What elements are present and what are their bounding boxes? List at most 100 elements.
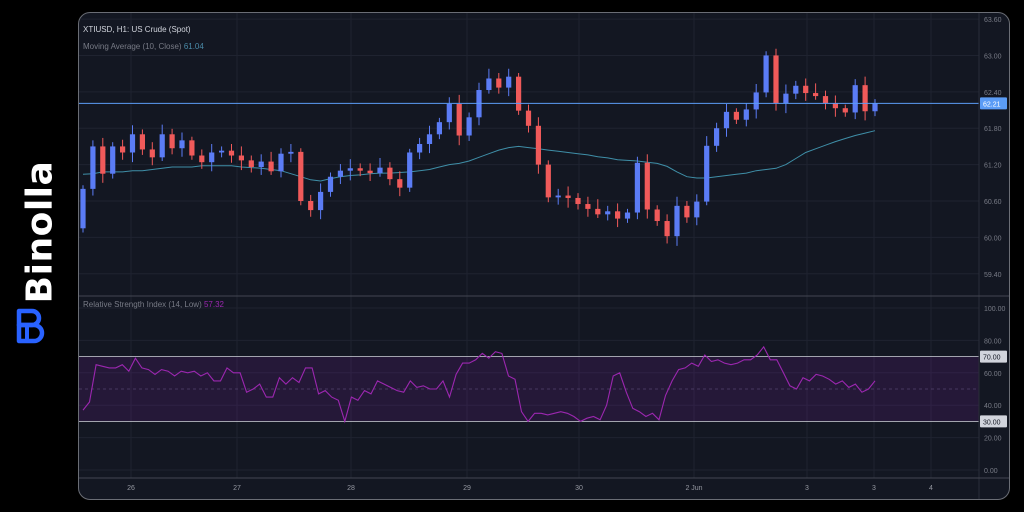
price-axis-tick: 63.00: [984, 53, 1002, 60]
candle-body: [417, 143, 423, 153]
candle-body: [120, 146, 126, 153]
rsi-band-label: 70.00: [980, 350, 1007, 363]
candle-body: [872, 103, 878, 112]
candle-body: [298, 151, 304, 201]
candle: [298, 148, 304, 206]
price-axis-tick: 59.40: [984, 272, 1002, 279]
time-axis-tick: 28: [347, 485, 355, 492]
candle-body: [773, 55, 779, 104]
candle: [723, 103, 730, 137]
candle-body: [169, 134, 175, 149]
candle: [120, 139, 126, 160]
candle-body: [377, 167, 383, 174]
rsi-series: [82, 345, 876, 424]
candle-body: [694, 201, 700, 218]
candle-body: [426, 134, 433, 144]
candle-body: [714, 128, 720, 146]
candle-body: [486, 78, 492, 91]
grid: [79, 13, 979, 478]
time-axis-tick: 27: [233, 485, 241, 492]
candle-body: [803, 85, 809, 94]
candle: [516, 73, 522, 115]
candle: [189, 136, 195, 160]
candle-body: [753, 92, 759, 110]
rsi-band-label-bg: [980, 415, 1007, 428]
candle-body: [436, 122, 442, 135]
candle: [219, 146, 225, 158]
candle-body: [288, 151, 294, 154]
binolla-logo-icon: [16, 308, 45, 344]
moving-average-series: [82, 130, 876, 182]
candle: [80, 185, 86, 233]
candle-body: [268, 161, 274, 172]
candle-body: [822, 96, 829, 104]
candle: [624, 208, 631, 223]
rsi-legend: Relative Strength Index (14, Low) 57.32: [83, 300, 224, 309]
symbol-title: XTIUSD, H1: US Crude (Spot): [83, 25, 191, 34]
candle-body: [139, 134, 145, 150]
candle: [872, 99, 878, 117]
candle: [822, 90, 829, 110]
candle: [674, 196, 680, 246]
rsi-legend-label: Relative Strength Index (14, Low): [83, 300, 202, 309]
rsi-line: [82, 345, 876, 424]
brand-name: Binolla: [19, 160, 61, 304]
candle: [129, 125, 136, 163]
candle: [367, 163, 373, 181]
candle-body: [644, 162, 650, 210]
candle: [149, 142, 155, 166]
candle: [456, 94, 462, 146]
candle: [90, 140, 96, 196]
time-axis-tick: 3: [805, 485, 809, 492]
candle: [763, 51, 769, 98]
candle-body: [496, 78, 502, 88]
candle-body: [813, 93, 819, 97]
ma-legend-label: Moving Average (10, Close): [83, 42, 182, 51]
candle: [308, 194, 314, 217]
candle-body: [327, 176, 334, 192]
candle-body: [674, 205, 680, 237]
candle-body: [110, 146, 116, 174]
candle-body: [80, 188, 86, 229]
candle: [486, 68, 492, 94]
candle: [466, 112, 472, 141]
candle: [238, 146, 244, 171]
candle-body: [189, 140, 195, 156]
candle-body: [654, 209, 660, 222]
price-axis-tick: 63.60: [984, 17, 1002, 24]
candle: [803, 78, 809, 101]
candle-body: [783, 93, 789, 104]
candle: [100, 137, 106, 183]
candle-body: [258, 161, 264, 168]
candle-body: [179, 140, 185, 149]
chart-canvas[interactable]: 59.40 60.00 60.60 61.20 61.80 62.40 63.00 63.60…: [79, 13, 1009, 499]
candle: [159, 124, 165, 161]
candle: [575, 193, 581, 210]
candle-body: [318, 191, 324, 211]
time-axis-tick: 2 Jun: [685, 485, 702, 492]
candle: [852, 79, 858, 120]
candle-body: [832, 103, 838, 109]
ma-legend: Moving Average (10, Close) 61.04: [83, 42, 204, 51]
candle: [258, 154, 264, 175]
candle-body: [615, 211, 621, 219]
rsi-axis-tick: 40.00: [984, 403, 1002, 410]
candle-body: [605, 211, 611, 215]
candle-body: [684, 205, 690, 218]
candle-body: [278, 153, 284, 172]
candle-body: [407, 152, 413, 188]
candle: [585, 196, 591, 217]
candle-body: [248, 160, 254, 168]
candle: [644, 154, 650, 219]
candle-body: [357, 168, 363, 171]
candle-body: [129, 134, 136, 153]
time-axis-tick: 30: [575, 485, 583, 492]
rsi-axis-tick: 100.00: [984, 306, 1006, 313]
candle: [417, 137, 423, 160]
candle-body: [228, 150, 235, 156]
candle: [832, 95, 838, 117]
candle: [436, 117, 442, 140]
candle-body: [238, 155, 244, 161]
candle: [248, 155, 254, 173]
brand-sidebar: Binolla: [0, 0, 70, 512]
